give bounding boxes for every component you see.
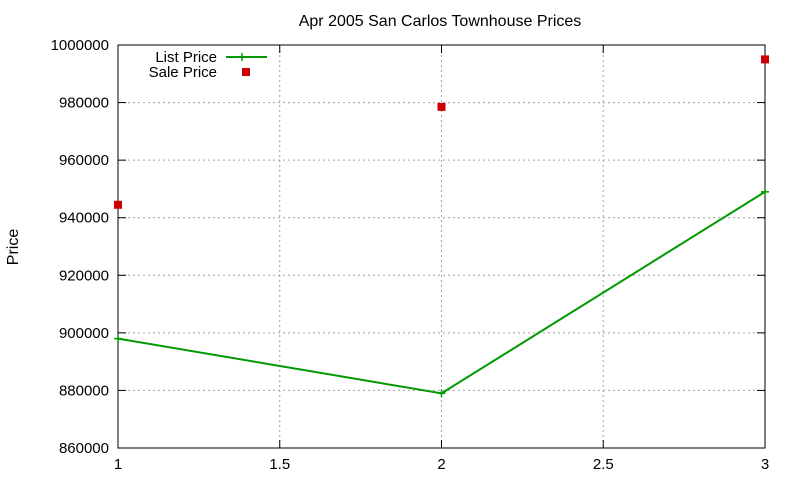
legend-swatch-marker <box>242 68 250 76</box>
y-tick-label: 940000 <box>59 210 109 227</box>
axis-ticks: 860000 880000 900000 920000 940000 960000 9800… <box>51 37 770 473</box>
x-tick-label: 3 <box>761 456 769 473</box>
legend-label: Sale Price <box>149 64 217 81</box>
x-tick-label: 1 <box>114 456 122 473</box>
x-tick-label: 2.5 <box>593 456 614 473</box>
sale-price-point <box>761 55 769 64</box>
y-tick-label: 860000 <box>59 440 109 457</box>
chart-title: Apr 2005 San Carlos Townhouse Prices <box>299 13 582 30</box>
list-price-line <box>117 190 766 395</box>
sale-price-point <box>437 102 446 111</box>
list-price-point <box>761 187 769 196</box>
y-tick-label: 900000 <box>59 325 109 342</box>
y-tick-label: 960000 <box>59 152 109 169</box>
y-tick-label: 920000 <box>59 267 109 284</box>
list-price-point <box>437 389 446 398</box>
y-tick-label: 980000 <box>59 95 109 112</box>
y-axis-label: Price <box>5 229 22 266</box>
y-tick-label: 1000000 <box>51 37 109 54</box>
grid <box>118 45 765 448</box>
list-price-point <box>114 334 122 343</box>
sale-price-point <box>114 200 122 209</box>
x-tick-label: 2 <box>437 456 445 473</box>
legend-label: List Price <box>155 49 217 66</box>
y-tick-label: 880000 <box>59 382 109 399</box>
x-tick-label: 1.5 <box>269 456 290 473</box>
series-layer <box>114 55 769 398</box>
